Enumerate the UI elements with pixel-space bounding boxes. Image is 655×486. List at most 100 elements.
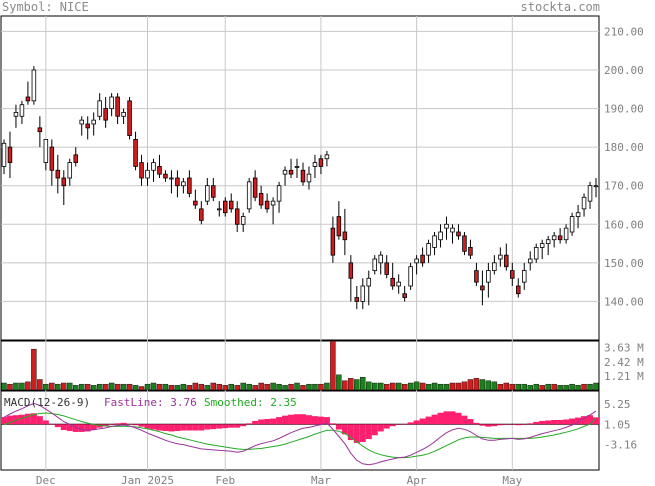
candle-body — [498, 254, 503, 260]
candle-body — [270, 200, 276, 206]
price-candle — [480, 270, 485, 306]
price-candle — [187, 170, 192, 198]
macd-histogram-bar — [186, 424, 193, 431]
macd-histogram-bar — [168, 424, 175, 432]
macd-histogram-bar — [228, 424, 235, 428]
candle-body — [372, 258, 378, 271]
macd-histogram-bar — [90, 424, 97, 430]
candle-body — [49, 146, 55, 171]
macd-histogram-bar — [54, 424, 61, 428]
macd-histogram-bar — [335, 424, 342, 430]
price-candle — [318, 154, 324, 175]
macd-histogram-bar — [491, 424, 498, 427]
price-candle — [115, 93, 120, 124]
volume-bar — [413, 381, 420, 391]
price-candle — [73, 147, 79, 167]
price-candle — [366, 270, 372, 306]
price-candle — [121, 108, 126, 124]
volume-bar — [306, 383, 312, 391]
macd-histogram-bar — [341, 424, 348, 435]
macd-histogram-bar — [569, 418, 576, 425]
volume-tick-label: 1.21 M — [604, 370, 644, 383]
volume-bar — [234, 385, 240, 391]
price-tick-label: 150.00 — [604, 257, 644, 270]
candle-body — [504, 254, 509, 268]
smoothed-line-label: Smoothed: 2.35 — [204, 396, 297, 409]
volume-bar — [497, 383, 504, 391]
candle-body — [527, 258, 533, 264]
candle-body — [73, 154, 79, 163]
price-candle — [19, 100, 25, 124]
volume-panel-frame — [0, 340, 600, 391]
volume-bar — [276, 383, 282, 391]
volume-bar — [467, 379, 474, 391]
price-candle — [193, 189, 198, 209]
price-candle — [217, 201, 222, 217]
volume-bar — [533, 383, 539, 391]
macd-histogram-bar — [329, 423, 336, 425]
price-candle — [492, 255, 497, 275]
macd-histogram-bar — [258, 419, 265, 425]
candle-body — [211, 185, 216, 198]
price-candle — [456, 224, 461, 240]
volume-bar — [102, 383, 109, 391]
candle-body — [342, 231, 348, 241]
macd-histogram-bar — [533, 421, 540, 425]
macd-layer — [1, 402, 599, 466]
volume-bar — [389, 382, 396, 391]
macd-histogram-bar — [252, 420, 259, 425]
candle-body — [330, 227, 336, 256]
candle-body — [252, 177, 258, 198]
macd-histogram-bar — [132, 424, 139, 426]
candle-body — [533, 247, 539, 260]
macd-histogram-bar — [593, 417, 599, 425]
price-candle — [330, 216, 336, 263]
volume-bar — [204, 385, 211, 391]
macd-histogram-bar — [347, 424, 354, 441]
macd-histogram-bar — [527, 423, 534, 425]
volume-bar — [192, 382, 199, 391]
volume-bar — [228, 383, 234, 391]
price-candle — [222, 197, 228, 217]
volume-bar — [324, 382, 330, 391]
macd-histogram-bar — [443, 411, 450, 425]
price-candle — [43, 139, 49, 171]
macd-histogram-bar — [515, 424, 522, 426]
volume-bar — [55, 383, 61, 391]
price-candle — [581, 193, 587, 217]
candle-body — [354, 297, 360, 302]
macd-histogram-bar — [174, 424, 181, 431]
volume-tick-label: 2.42 M — [604, 356, 644, 369]
volume-bar — [67, 382, 73, 391]
macd-histogram-bar — [551, 419, 558, 425]
volume-bar — [342, 380, 348, 391]
macd-histogram-bar — [288, 414, 295, 425]
volume-bar — [437, 383, 444, 391]
volume-bar — [216, 383, 222, 391]
candle-body — [246, 181, 252, 210]
price-tick-label: 200.00 — [604, 64, 644, 77]
macd-histogram-bar — [365, 424, 372, 440]
price-candle — [55, 154, 61, 194]
price-candle — [420, 247, 425, 267]
candle-body — [157, 166, 162, 175]
macd-histogram-bar — [114, 423, 121, 425]
candle-body — [593, 185, 599, 188]
macd-histogram-bar — [102, 424, 109, 427]
macd-tick-label: 1.05 — [604, 418, 631, 431]
macd-histogram-bar — [467, 419, 474, 425]
volume-bar — [222, 385, 228, 391]
candle-body — [480, 285, 485, 291]
price-candle — [551, 232, 557, 248]
macd-histogram-bar — [234, 424, 241, 428]
macd-histogram-bar — [1, 417, 7, 425]
price-candle — [396, 274, 401, 294]
candle-body — [258, 193, 264, 206]
candle-body — [557, 235, 563, 241]
volume-bar — [288, 383, 294, 391]
candle-body — [300, 169, 306, 183]
macd-histogram-bar — [497, 424, 504, 426]
price-candle — [103, 97, 108, 128]
price-candle — [97, 93, 102, 121]
